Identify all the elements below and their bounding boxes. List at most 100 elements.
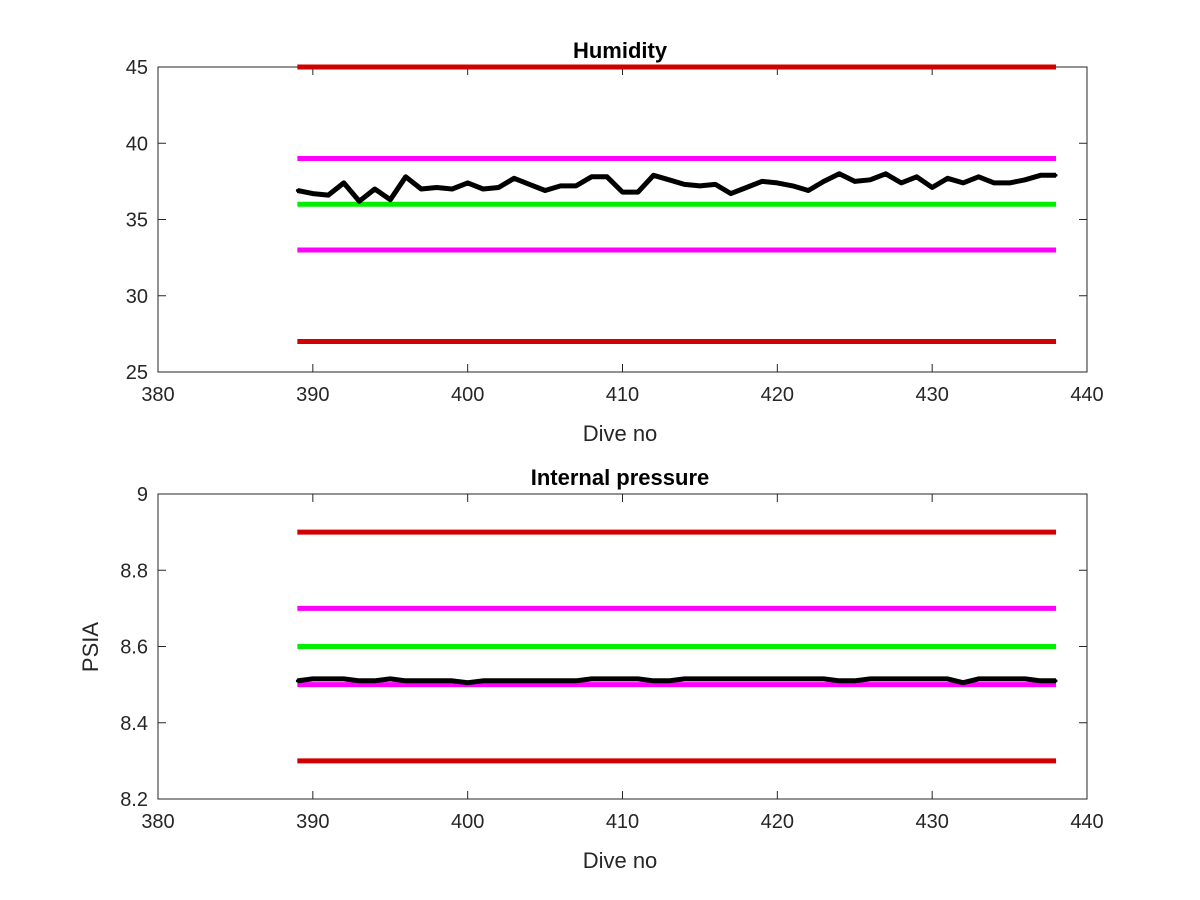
data-point [404,679,408,683]
data-point [373,679,377,683]
data-point [295,189,299,193]
data-point [667,178,671,182]
data-point [822,677,826,681]
data-point [373,187,377,191]
data-point [961,181,965,185]
data-point [868,677,872,681]
data-point [636,677,640,681]
x-tick-label: 420 [761,811,794,833]
data-point [342,181,346,185]
data-point [915,175,919,179]
data-point [636,190,640,194]
data-point [899,677,903,681]
data-point [419,679,423,683]
data-point [682,677,686,681]
data-point [899,181,903,185]
data-point [1008,181,1012,185]
data-point [450,679,454,683]
data-point [806,189,810,193]
data-point [682,182,686,186]
data-point [744,185,748,189]
data-point [1008,677,1012,681]
x-tick-label: 410 [606,384,639,406]
y-tick-label: 9 [137,484,148,506]
x-tick-label: 420 [761,384,794,406]
x-tick-label: 380 [141,384,174,406]
series-line [296,171,1056,204]
data-point [853,679,857,683]
data-point [357,199,361,203]
data-point [667,679,671,683]
x-tick-label: 430 [915,384,948,406]
x-tick-label: 440 [1070,811,1103,833]
series-line [297,676,1056,686]
data-point [326,677,330,681]
y-tick-label: 8.2 [120,789,148,811]
data-point [930,185,934,189]
data-point [651,173,655,177]
data-point [1039,173,1043,177]
data-point [977,677,981,681]
data-point [590,175,594,179]
data-point [311,677,315,681]
data-point [528,679,532,683]
x-axis-label: Dive no [583,421,658,446]
chart-title: Humidity [573,38,668,63]
data-point [450,187,454,191]
data-point [574,679,578,683]
x-tick-label: 440 [1070,384,1103,406]
data-point [497,679,501,683]
data-point [528,182,532,186]
data-point [466,181,470,185]
y-tick-label: 8.8 [120,560,148,582]
data-point [729,192,733,196]
data-point [388,198,392,202]
y-tick-label: 25 [126,362,148,384]
data-point [791,677,795,681]
data-point [466,681,470,685]
data-point [713,677,717,681]
data-point [357,679,361,683]
data-point [404,175,408,179]
data-point [326,193,330,197]
x-tick-label: 390 [296,811,329,833]
data-point [915,677,919,681]
data-point [435,679,439,683]
data-point [884,677,888,681]
data-point [311,192,315,196]
data-point [837,679,841,683]
data-point [837,172,841,176]
y-tick-label: 35 [126,210,148,232]
data-point [1054,679,1058,683]
plot-area [157,66,1088,373]
x-tick-label: 430 [915,811,948,833]
y-tick-label: 8.6 [120,637,148,659]
data-point [775,677,779,681]
data-point [822,179,826,183]
data-point [419,187,423,191]
y-tick-label: 8.4 [120,713,148,735]
data-point [295,679,299,683]
data-point [930,677,934,681]
data-point [729,677,733,681]
data-point [977,175,981,179]
data-point [884,172,888,176]
data-point [760,677,764,681]
x-axis-label: Dive no [583,848,658,873]
data-point [559,184,563,188]
data-point [1023,677,1027,681]
data-point [775,181,779,185]
data-point [1023,178,1027,182]
data-point [992,677,996,681]
x-tick-label: 390 [296,384,329,406]
internal-pressure-chart: Internal pressure Dive no PSIA 380 390 400… [78,465,1104,873]
data-point [853,179,857,183]
data-point [481,187,485,191]
y-tick-label: 40 [126,133,148,155]
data-point [791,184,795,188]
data-point [744,677,748,681]
data-point [946,176,950,180]
data-point [559,679,563,683]
x-tick-label: 400 [451,811,484,833]
